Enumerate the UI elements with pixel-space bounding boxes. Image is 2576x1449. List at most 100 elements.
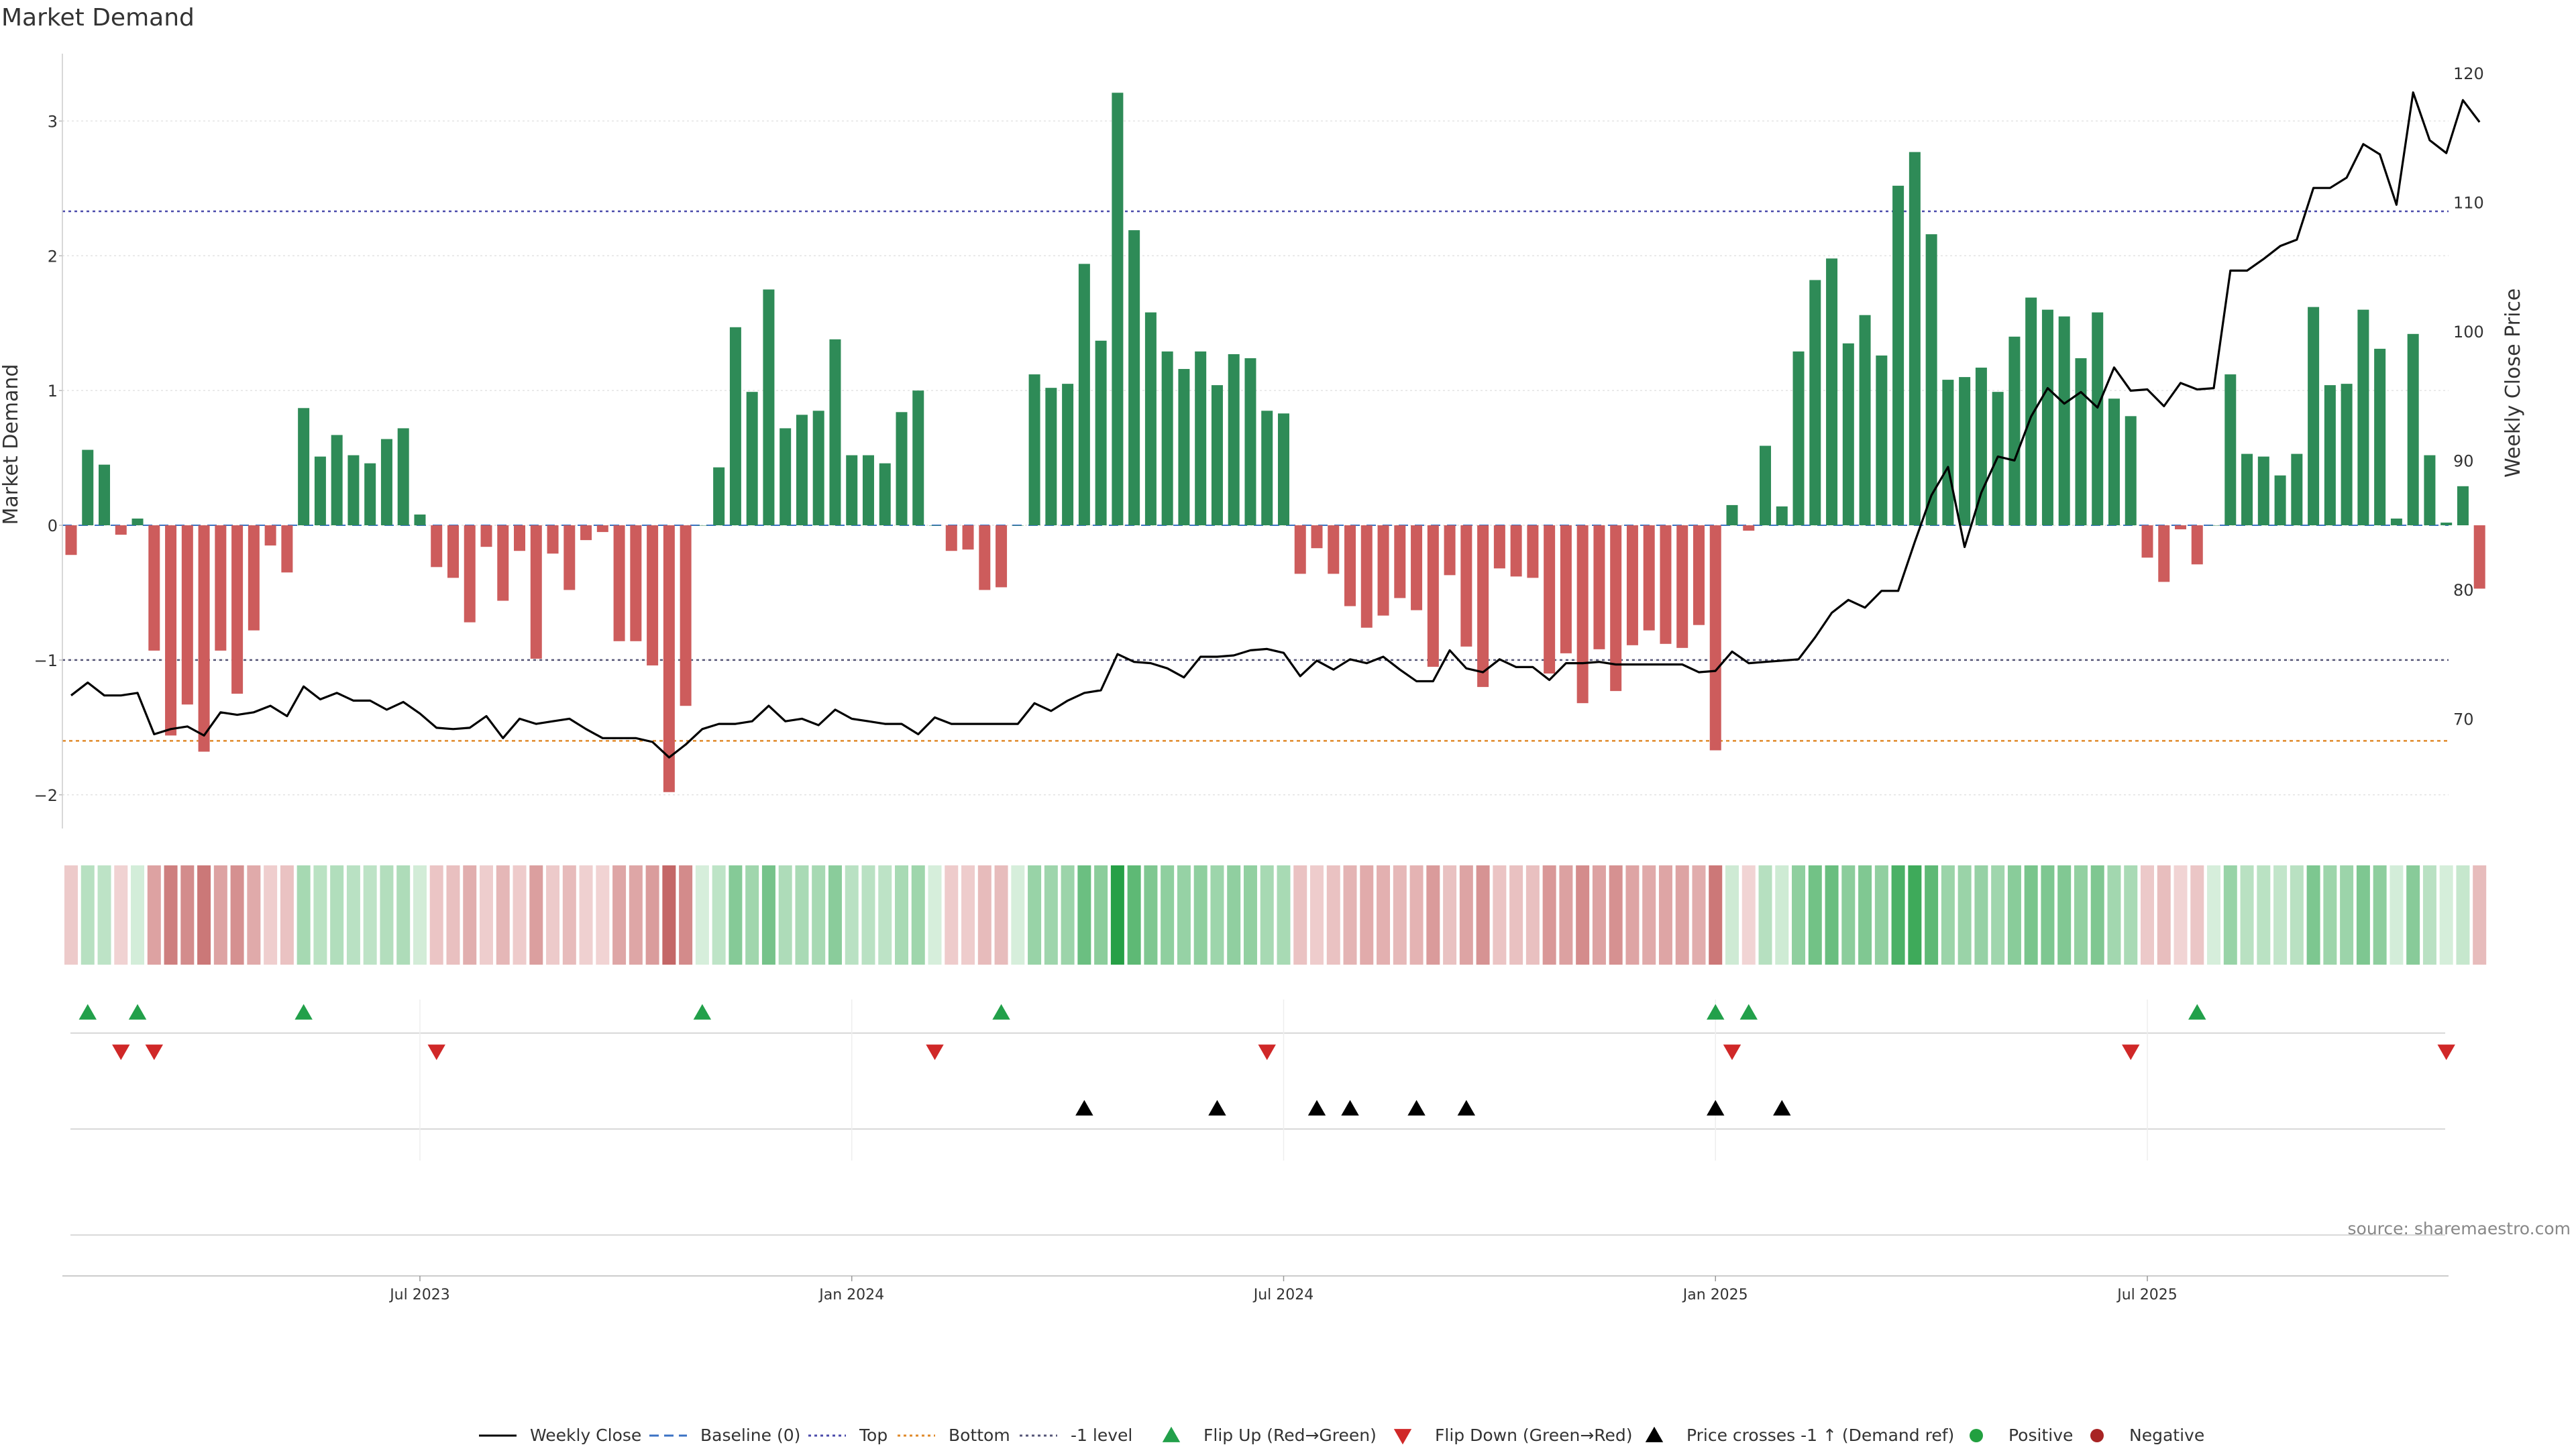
heat-strip-cell [513,865,527,965]
heat-strip-cell [2024,865,2038,965]
heat-strip-cell [2207,865,2221,965]
demand-bar [82,449,94,526]
heat-strip-cell [828,865,842,965]
demand-bar [729,327,741,526]
legend-label: Flip Up (Red→Green) [1203,1426,1377,1445]
heat-strip-cell [1825,865,1839,965]
heat-strip-cell [1393,865,1407,965]
heat-strip-cell [1011,865,1025,965]
demand-bar [2058,316,2070,526]
demand-bar [780,428,792,526]
heat-strip-cell [1293,865,1307,965]
legend-item: Flip Up (Red→Green) [1162,1426,1377,1445]
demand-bar [2108,398,2120,526]
flip-down-marker [2122,1044,2140,1061]
demand-bar [1294,525,1306,574]
heat-strip-cell [396,865,411,965]
heat-strip-cell [413,865,427,965]
demand-bar [1161,351,1173,526]
heat-strip-cell [529,865,543,965]
heat-strip-cell [330,865,344,965]
demand-bar [1095,340,1107,526]
legend-swatch-dot [1970,1429,1983,1442]
demand-bar [1942,380,1954,526]
demand-bar [1610,525,1622,692]
heat-strip-cell [1559,865,1573,965]
demand-bar [2473,525,2485,589]
heat-strip-cell [1409,865,1424,965]
heat-strip-cell [1459,865,1473,965]
demand-bar [979,525,991,590]
demand-bar [215,525,227,651]
demand-bar [464,525,476,623]
heat-strip-cell [2340,865,2354,965]
demand-bar [514,525,526,551]
demand-bar [397,428,409,526]
price-cross-marker [1075,1099,1093,1116]
demand-bar [713,467,725,526]
demand-bar [148,525,160,651]
demand-bar [2041,309,2053,526]
demand-bar [314,456,326,526]
heat-strip-cell [2090,865,2104,965]
heat-strip-cell [2007,865,2021,965]
price-cross-marker [1773,1099,1791,1116]
heat-strip-cell [1110,865,1124,965]
demand-bar [613,525,625,641]
heat-strip-cell [1028,865,1042,965]
legend-label: Flip Down (Green→Red) [1435,1426,1633,1445]
flip-up-marker [992,1004,1010,1020]
demand-bar [347,455,360,526]
y-right-tick-label: 70 [2453,710,2474,729]
flip-up-marker [1707,1004,1725,1020]
price-cross-marker [1341,1099,1359,1116]
demand-bar [2374,348,2386,526]
demand-bar [564,525,576,590]
heat-strip-cell [480,865,493,965]
heat-strip-cell [2157,865,2171,965]
demand-bar [1411,525,1423,610]
legend-label: Positive [2008,1426,2073,1445]
demand-heat-strip [64,865,2487,965]
heat-strip-cell [612,865,627,965]
demand-bar [829,339,841,526]
demand-bar [2291,453,2303,526]
demand-bar [663,525,675,792]
heat-strip-cell [911,865,925,965]
price-cross-marker [1407,1099,1426,1116]
heat-strip-cell [1974,865,1988,965]
heat-strip-cell [1957,865,1972,965]
heat-strip-cell [1260,865,1274,965]
heat-strip-cell [1775,865,1789,965]
heat-strip-cell [994,865,1008,965]
heat-strip-cell [2323,865,2337,965]
x-axis: Jul 2023 Jan 2024 Jul 2024 Jan 2025 Jul 2025 [62,1275,2449,1303]
heat-strip-cell [1426,865,1440,965]
demand-bar [2341,384,2353,526]
heat-strip-cell [895,865,908,965]
price-cross-marker [1208,1099,1226,1116]
legend-swatch-triangle-up [1645,1426,1664,1442]
demand-bar [1195,351,1207,526]
demand-bar [2125,416,2137,526]
heat-strip-cell [945,865,959,965]
demand-bar [131,519,144,526]
legend-label: Bottom [949,1426,1010,1445]
legend-label: Price crosses -1 ↑ (Demand ref) [1686,1426,1954,1445]
heat-strip-cell [1377,865,1391,965]
heat-strip-cell [845,865,859,965]
demand-bar [1776,506,1788,526]
demand-bar [530,525,542,659]
demand-bar [497,525,509,601]
heat-strip-cell [1210,865,1224,965]
demand-bar [1809,280,1821,526]
demand-bar [1028,374,1040,526]
demand-bar [2308,307,2320,526]
heat-strip-cell [1925,865,1939,965]
flip-up-marker [693,1004,712,1020]
heat-strip-cell [180,865,195,965]
demand-bar [1444,525,1456,576]
heat-strip-cell [247,865,261,965]
demand-bar [1626,525,1638,645]
flip-up-marker [1739,1004,1758,1020]
